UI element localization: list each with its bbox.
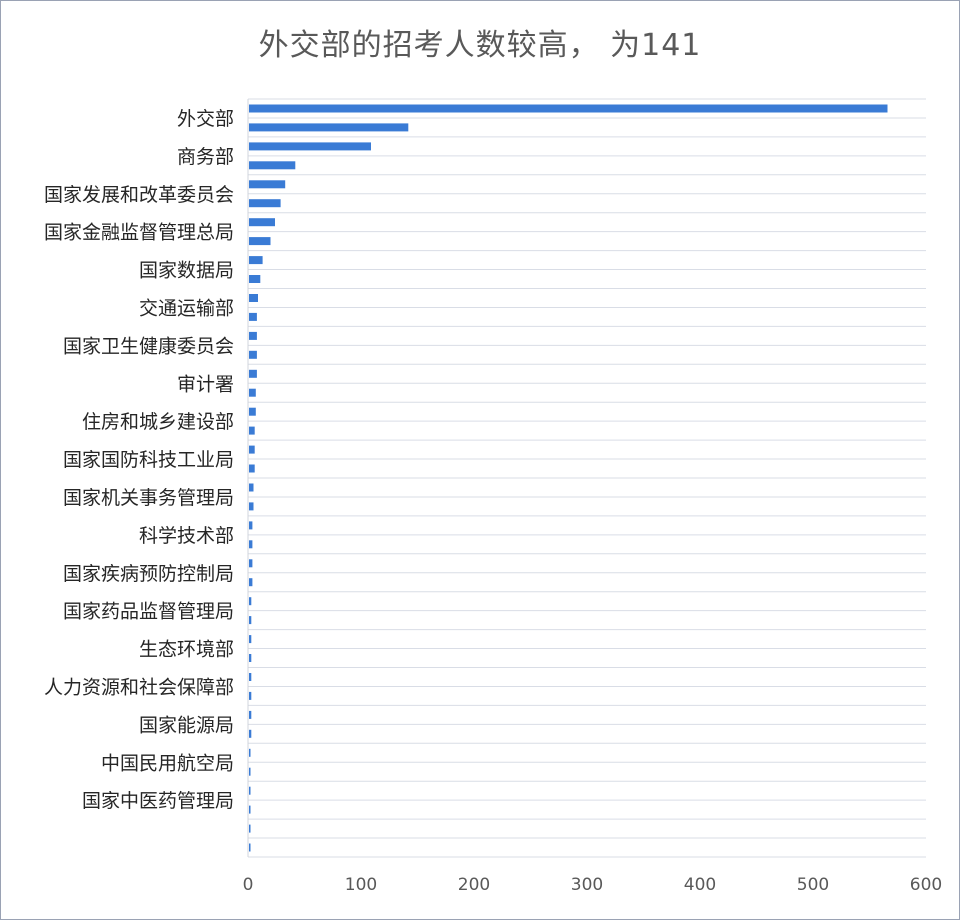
bar [249,483,254,492]
x-tick-label: 400 [684,875,716,895]
category-label: 审计署 [177,373,234,395]
category-label: 国家中医药管理局 [82,790,234,812]
x-tick-label: 600 [910,875,942,895]
bar [249,616,252,625]
bar [249,256,263,265]
bar [249,294,258,302]
bar [249,597,252,606]
bar [249,521,253,530]
bar [249,142,371,151]
category-label: 科学技术部 [139,525,234,547]
category-label: 国家发展和改革委员会 [44,184,234,206]
category-label: 中国民用航空局 [101,752,234,774]
category-label: 国家国防科技工业局 [63,449,234,471]
category-label: 国家能源局 [139,714,234,736]
bar [249,426,255,435]
bar [249,824,251,833]
category-label: 国家卫生健康委员会 [63,335,234,357]
bar [249,199,281,208]
bar [249,369,257,378]
category-label: 住房和城乡建设部 [82,411,234,433]
bar [249,767,251,776]
bar [249,673,252,681]
bar [249,123,409,132]
bar [249,559,253,568]
category-label: 国家药品监督管理局 [63,601,234,623]
category-label: 国家数据局 [139,260,234,282]
bar [249,805,251,814]
bar [249,748,251,757]
x-tick-label: 500 [797,875,829,895]
category-label: 国家疾病预防控制局 [63,563,234,585]
bar [249,331,257,340]
category-label: 国家机关事务管理局 [63,487,234,509]
x-tick-label: 0 [243,875,254,895]
bar [249,502,254,511]
x-tick-label: 200 [458,875,490,895]
bar [249,540,253,549]
bar [249,843,251,852]
category-label: 国家金融监督管理总局 [44,222,234,244]
bar [249,407,256,416]
bar [249,312,257,321]
bar [249,578,253,587]
bar [249,275,261,283]
bar [249,729,252,738]
bar [249,180,286,189]
category-label: 交通运输部 [139,297,234,319]
bar [249,691,252,700]
bar [249,786,251,795]
category-label: 商务部 [177,146,234,168]
bar [249,350,257,359]
x-tick-label: 100 [345,875,377,895]
bar [249,388,256,397]
category-label: 外交部 [177,108,234,130]
bar [249,464,255,473]
bar [249,635,252,644]
bar [249,237,271,246]
bar [249,654,252,662]
bar [249,710,252,719]
category-label: 生态环境部 [139,639,234,661]
category-label: 人力资源和社会保障部 [44,676,234,698]
chart-title: 外交部的招考人数较高， 为141 [258,28,702,63]
bar [249,161,296,170]
bar [249,218,275,227]
bar [249,104,888,113]
x-tick-label: 300 [571,875,603,895]
bar [249,445,255,454]
